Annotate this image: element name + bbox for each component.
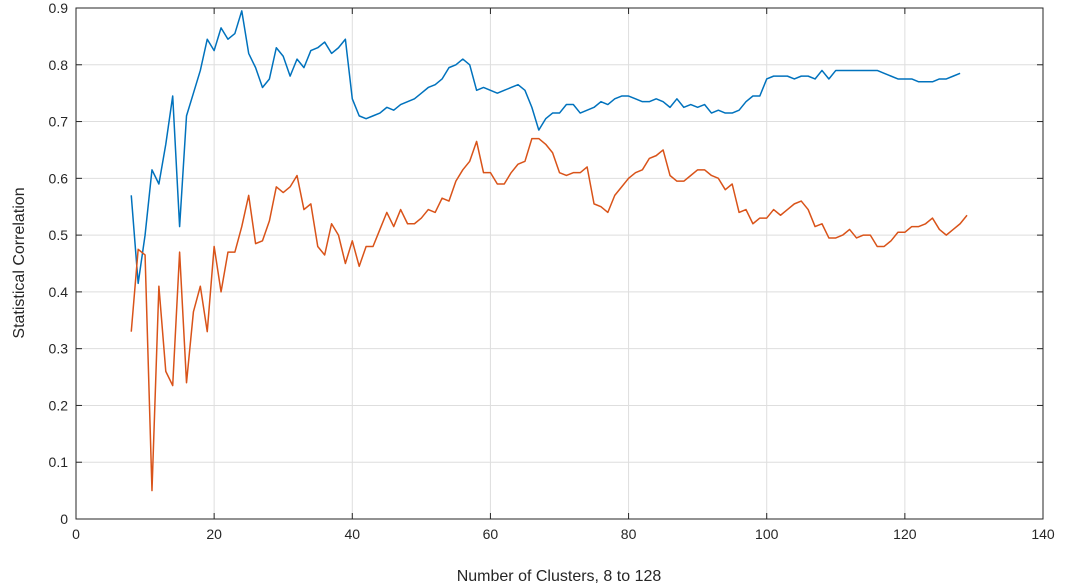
x-tick-label: 120 (893, 526, 917, 542)
y-tick-label: 0.9 (49, 0, 69, 16)
x-tick-label: 60 (483, 526, 499, 542)
series-line-2 (130, 137, 968, 492)
y-tick-label: 0.3 (49, 341, 69, 357)
y-tick-label: 0.4 (49, 284, 69, 300)
y-tick-label: 0.7 (49, 114, 69, 130)
x-axis-label: Number of Clusters, 8 to 128 (457, 568, 662, 585)
ticks: 0 20 40 60 80 100 120 140 0 0.1 0.2 0.3 0.4 0.5 0.6 0.7… (49, 0, 1055, 542)
y-tick-label: 0.5 (49, 227, 69, 243)
series-group (130, 10, 968, 492)
x-tick-label: 20 (206, 526, 222, 542)
plot-background (76, 8, 1043, 519)
y-tick-label: 0.6 (49, 170, 69, 186)
y-tick-label: 0.1 (49, 454, 69, 470)
x-tick-label: 40 (344, 526, 360, 542)
y-tick-label: 0.2 (49, 397, 69, 413)
x-tick-label: 140 (1031, 526, 1055, 542)
x-tick-label: 100 (755, 526, 779, 542)
plot-frame (75, 7, 1044, 520)
series-line-1 (130, 10, 961, 285)
y-tick-label: 0 (60, 511, 68, 527)
y-axis-label: Statistical Correlation (11, 187, 28, 338)
x-tick-label: 0 (72, 526, 80, 542)
y-tick-label: 0.8 (49, 57, 69, 73)
x-tick-label: 80 (621, 526, 637, 542)
